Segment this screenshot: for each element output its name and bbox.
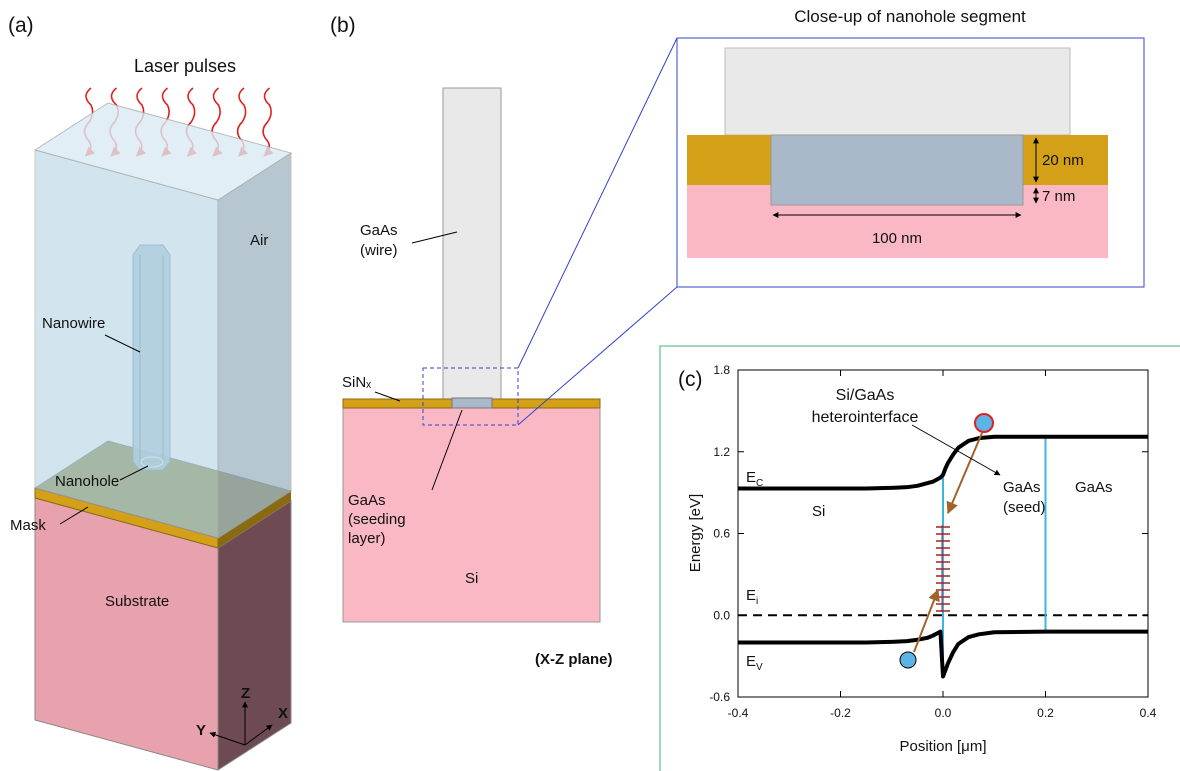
annotation: Ei bbox=[746, 587, 758, 607]
panel-c: (c) Position [μm] Energy [eV] -0.4 -0.2 0.… bbox=[660, 346, 1180, 771]
y-tick-label: 1.2 bbox=[713, 445, 730, 459]
carrier-arrow bbox=[914, 590, 938, 652]
annotation: EC bbox=[746, 469, 763, 489]
label: Nanowire bbox=[42, 315, 105, 332]
x-tick-label: -0.4 bbox=[728, 706, 749, 720]
zoom-line bbox=[518, 38, 677, 368]
label: Nanohole bbox=[55, 473, 119, 490]
axis-label: Y bbox=[196, 722, 206, 739]
plot: -0.4 -0.2 0.0 0.2 0.4 -0.6 0.0 0.6 1.2 1.8 bbox=[709, 363, 1156, 720]
label: GaAs(wire) bbox=[360, 222, 398, 259]
label: Si bbox=[465, 570, 478, 587]
x-tick-label: 0.2 bbox=[1037, 706, 1054, 720]
dimension-label: 7 nm bbox=[1042, 188, 1075, 205]
annotation: EV bbox=[746, 653, 763, 673]
dimension-label: 100 nm bbox=[872, 230, 922, 247]
axis-label: Z bbox=[241, 685, 250, 702]
substrate-side bbox=[218, 501, 291, 770]
x-tick-label: -0.2 bbox=[830, 706, 851, 720]
label: Substrate bbox=[105, 593, 169, 610]
page: { "panel_a": {"label": "(a)", "laser": "… bbox=[0, 0, 1180, 771]
x-axis-label: Position [μm] bbox=[899, 738, 986, 755]
x-tick-label: 0.4 bbox=[1140, 706, 1157, 720]
dimension-label: 20 nm bbox=[1042, 152, 1084, 169]
wire bbox=[443, 88, 501, 400]
panel-label: (b) bbox=[330, 14, 356, 37]
hole bbox=[900, 652, 916, 668]
y-tick-label: 1.8 bbox=[713, 363, 730, 377]
x-tick-label: 0.0 bbox=[935, 706, 952, 720]
annotation: GaAs bbox=[1075, 479, 1113, 496]
y-tick-label: 0.6 bbox=[713, 527, 730, 541]
closeup-title: Close-up of nanohole segment bbox=[794, 7, 1026, 26]
y-tick-label: -0.6 bbox=[709, 690, 730, 704]
panel-label: (a) bbox=[8, 14, 34, 37]
wire bbox=[725, 48, 1070, 135]
label: Laser pulses bbox=[134, 56, 236, 76]
label: Mask bbox=[10, 517, 46, 534]
panel-a: (a) Laser pulses Air Nanowire Nanohole M… bbox=[8, 14, 291, 770]
axis-label: X bbox=[278, 705, 288, 722]
label: SiNₓ bbox=[342, 374, 371, 391]
figure: (a) Laser pulses Air Nanowire Nanohole M… bbox=[0, 0, 1180, 771]
seed-layer bbox=[452, 398, 492, 408]
electron bbox=[975, 414, 993, 432]
air-side bbox=[218, 153, 291, 538]
y-tick-label: 0.0 bbox=[713, 608, 730, 622]
label: (X-Z plane) bbox=[535, 651, 613, 668]
annotation: Si bbox=[812, 503, 825, 520]
seed-layer bbox=[771, 135, 1023, 205]
label: Air bbox=[250, 232, 268, 249]
closeup: Close-up of nanohole segment 20 nm 7 nm … bbox=[677, 7, 1144, 287]
y-axis-label: Energy [eV] bbox=[687, 494, 704, 572]
panel-label: (c) bbox=[678, 368, 703, 391]
annotation: GaAs(seed) bbox=[1003, 479, 1046, 516]
